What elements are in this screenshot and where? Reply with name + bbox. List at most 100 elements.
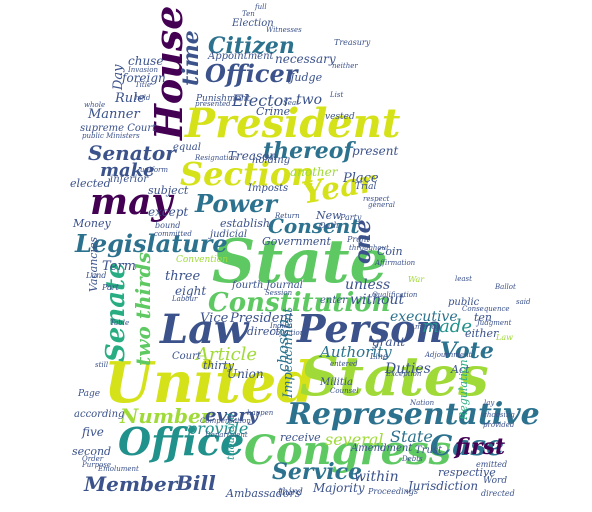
word-equal: equal — [173, 142, 201, 153]
word-majority: Majority — [313, 481, 365, 495]
word-word: Word — [483, 476, 508, 486]
word-war: War — [408, 275, 425, 284]
word-consequence: Consequence — [462, 305, 510, 313]
word-new: New — [316, 209, 342, 222]
word-indian: Indian — [270, 322, 293, 330]
word-list: List — [330, 91, 344, 99]
word-compensation: Compensation — [200, 417, 251, 425]
word-judgment: Judgment — [477, 319, 512, 327]
word-vote: Vote — [440, 338, 494, 364]
word-several: several — [325, 430, 384, 449]
word-order: Order — [82, 455, 104, 463]
word-table: Table — [110, 319, 130, 327]
word-officer: Officer — [205, 59, 298, 88]
word-judicial: judicial — [210, 229, 248, 240]
word-manner: Manner — [88, 107, 140, 122]
word-president-small: President — [230, 311, 294, 326]
word-part: Part — [102, 283, 119, 292]
word-inferior: inferior — [110, 174, 149, 185]
word-bound: bound — [155, 221, 181, 230]
word-page: Page — [78, 389, 101, 399]
word-consent: Consent — [268, 214, 360, 238]
word-service: Service — [272, 459, 363, 485]
word-return: Return — [275, 212, 300, 220]
word-court: Court — [172, 351, 201, 362]
word-present: present — [352, 144, 399, 158]
word-money: Money — [73, 217, 111, 230]
word-adjournment: Adjournment — [425, 351, 472, 359]
word-vested: vested — [325, 112, 355, 122]
word-according: according — [74, 409, 125, 420]
word-purpose: Purpose — [82, 461, 111, 469]
word-law-small: Law — [496, 333, 513, 342]
word-trial: Trial — [355, 182, 377, 192]
word-make: make — [100, 160, 155, 181]
word-subject: subject — [148, 184, 189, 197]
word-judge: Judge — [290, 71, 323, 84]
word-neither: neither — [332, 62, 358, 70]
word-office: Office — [118, 419, 245, 464]
word-regulation: Regulation — [457, 359, 470, 420]
word-time: time — [178, 30, 204, 86]
word-emitted: emitted — [476, 460, 508, 469]
word-second: second — [72, 445, 112, 458]
word-land: Land — [86, 271, 107, 280]
word-choosing: choosing — [483, 411, 515, 419]
word-witnesses: Witnesses — [266, 26, 302, 34]
word-executive: executive — [390, 309, 458, 325]
word-profit: Profit — [347, 235, 370, 244]
word-united: United — [104, 350, 316, 416]
word-three: three — [165, 269, 201, 284]
word-law: Law — [160, 306, 249, 353]
word-establish: establish — [220, 217, 270, 230]
word-treason: Treason — [228, 149, 278, 163]
word-person: Person — [297, 306, 444, 351]
word-said: said — [516, 298, 531, 306]
word-authority: Authority — [320, 343, 392, 361]
word-direct: direct — [247, 325, 280, 338]
word-proceedings: Proceedings — [368, 487, 419, 496]
word-full: full — [255, 3, 267, 11]
word-supreme-court: supreme Court — [80, 123, 157, 134]
word-seat: Seat — [283, 99, 299, 107]
word-union: Union — [227, 367, 264, 381]
word-chuse: chuse — [128, 54, 164, 68]
word-held: held — [135, 94, 151, 102]
word-five: five — [82, 425, 104, 439]
word-senator: Senator — [88, 141, 176, 165]
word-coin: Coin — [377, 245, 403, 258]
word-elector: Elector — [232, 91, 291, 110]
word-jurisdiction: Jurisdiction — [408, 479, 479, 493]
word-bill: Bill — [176, 471, 216, 495]
word-number: Number — [120, 404, 212, 428]
word-except: except — [148, 205, 189, 219]
word-first: first — [455, 434, 506, 460]
word-thirty: thirty — [203, 359, 234, 372]
word-trust: Trust — [415, 445, 443, 456]
word-president-large: President — [185, 100, 401, 147]
word-punishment: Punishment — [196, 94, 251, 104]
word-convention: Convention — [176, 255, 229, 265]
word-states: States — [300, 344, 489, 408]
word-congress: Congress — [244, 427, 452, 474]
word-every: every — [205, 405, 259, 426]
word-resignation: Resignation — [195, 154, 238, 162]
word-militia: Militia — [320, 377, 354, 388]
word-legislature: Legislature — [75, 229, 228, 258]
word-made: made — [422, 316, 472, 337]
word-emolument: Emolument — [98, 465, 139, 473]
word-still: still — [95, 361, 109, 369]
word-receive: receive — [280, 431, 321, 444]
word-department: Department — [205, 431, 248, 439]
word-place: Place — [343, 171, 379, 186]
word-session: Session — [265, 289, 293, 297]
word-unless: unless — [345, 277, 391, 293]
word-happen: happen — [247, 409, 274, 417]
word-representative: Representative — [287, 397, 540, 432]
word-appointment: Appointment — [208, 51, 274, 62]
word-crime: Crime — [256, 105, 291, 118]
word-vacancies: Vacancies — [87, 236, 100, 292]
word-nation: Nation — [410, 399, 435, 407]
word-journal: Journal — [266, 280, 303, 291]
